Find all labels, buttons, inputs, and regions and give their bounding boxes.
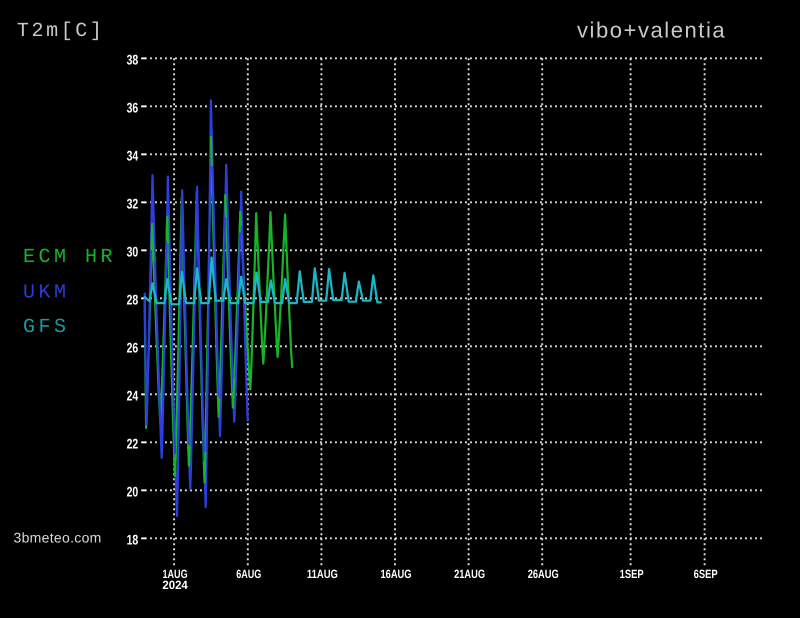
svg-text:ECM HR: ECM HR bbox=[23, 246, 116, 269]
svg-text:21AUG: 21AUG bbox=[454, 567, 485, 581]
svg-text:6AUG: 6AUG bbox=[236, 567, 261, 581]
svg-text:22: 22 bbox=[127, 435, 139, 451]
svg-text:30: 30 bbox=[127, 243, 139, 259]
svg-text:20: 20 bbox=[127, 483, 139, 499]
svg-text:26AUG: 26AUG bbox=[528, 567, 559, 581]
svg-text:3bmeteo.com: 3bmeteo.com bbox=[14, 530, 102, 546]
svg-text:vibo+valentia: vibo+valentia bbox=[577, 17, 726, 42]
svg-text:32: 32 bbox=[127, 195, 139, 211]
svg-text:1AUG: 1AUG bbox=[163, 567, 188, 581]
svg-text:1SEP: 1SEP bbox=[620, 567, 644, 581]
svg-text:11AUG: 11AUG bbox=[307, 567, 338, 581]
svg-text:GFS: GFS bbox=[23, 316, 70, 339]
svg-text:UKM: UKM bbox=[23, 282, 70, 305]
svg-text:34: 34 bbox=[127, 147, 139, 163]
svg-text:38: 38 bbox=[127, 51, 139, 67]
svg-text:24: 24 bbox=[127, 387, 139, 403]
svg-text:6SEP: 6SEP bbox=[694, 567, 718, 581]
svg-text:36: 36 bbox=[127, 99, 139, 115]
svg-text:16AUG: 16AUG bbox=[381, 567, 412, 581]
svg-text:18: 18 bbox=[127, 531, 139, 547]
svg-text:T2m[C]: T2m[C] bbox=[17, 20, 105, 43]
svg-text:28: 28 bbox=[127, 291, 139, 307]
svg-text:26: 26 bbox=[127, 339, 139, 355]
svg-text:2024: 2024 bbox=[162, 578, 188, 592]
